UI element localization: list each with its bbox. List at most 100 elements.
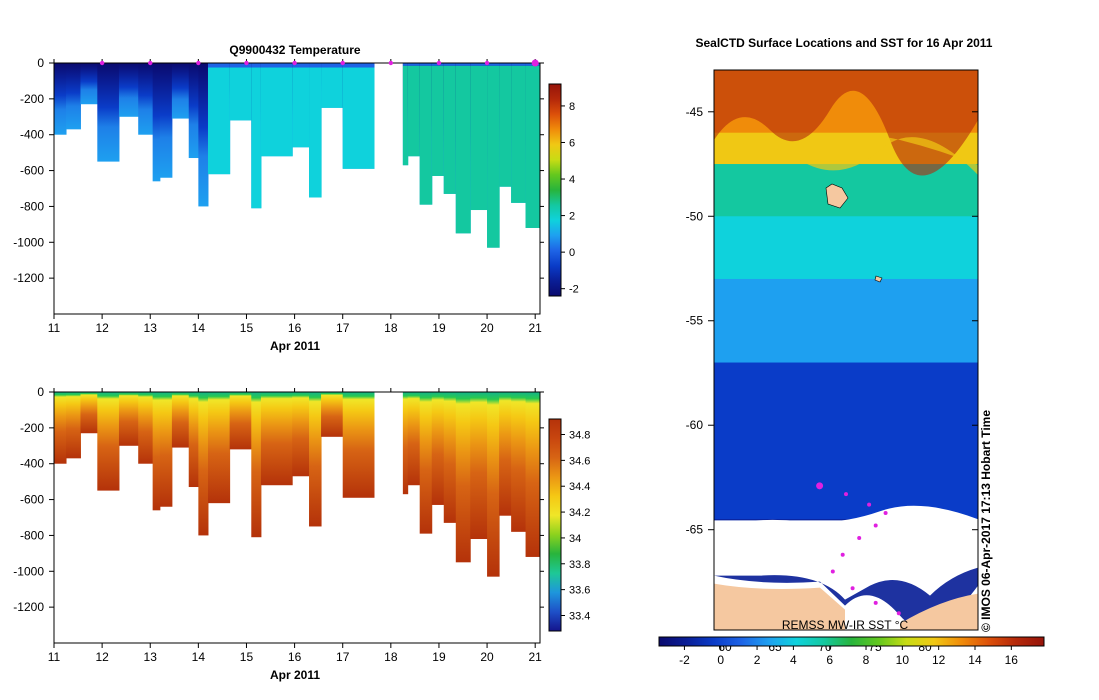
temperature-colorbar-ticks: 8 6 4 2 0 -2 xyxy=(561,101,579,296)
sst-colorbar-tick-label: 14 xyxy=(968,653,982,667)
colorbar-tick-label: 34.6 xyxy=(569,455,590,467)
colorbar-tick-label: 2 xyxy=(569,211,575,223)
temperature-warm-layer xyxy=(511,65,527,203)
y-tick-label: -200 xyxy=(20,92,44,106)
temperature-surface-layer xyxy=(443,63,457,66)
salinity-profile xyxy=(431,392,445,505)
temperature-profile xyxy=(198,63,209,207)
seal-location xyxy=(840,552,845,557)
profile-marker xyxy=(484,60,490,66)
seal-location xyxy=(850,586,855,591)
salinity-profile xyxy=(97,392,120,491)
temperature-profiles xyxy=(54,63,540,248)
x-tick-label: 13 xyxy=(144,321,158,335)
sst-colorbar-tick-label: 2 xyxy=(754,653,761,667)
kerguelen-island xyxy=(825,183,849,209)
y-tick-label: -600 xyxy=(20,164,44,178)
temperature-warm-layer xyxy=(407,65,421,157)
seal-location xyxy=(873,600,878,605)
x-tick-label: 11 xyxy=(48,650,61,664)
x-tick-label: 16 xyxy=(288,650,302,664)
profile-marker xyxy=(388,60,394,66)
temperature-profile xyxy=(80,63,98,105)
salinity-profile xyxy=(152,392,161,511)
profile-marker xyxy=(148,60,153,66)
temperature-surface-layer xyxy=(455,63,471,66)
map-title: SealCTD Surface Locations and SST for 16… xyxy=(696,36,993,50)
x-tick-label: 16 xyxy=(288,321,302,335)
salinity-profile xyxy=(402,392,409,495)
y-tick-label: -1000 xyxy=(13,235,44,249)
temperature-title: Q9900432 Temperature xyxy=(229,43,361,57)
salinity-y-axis: 0 -200 -400 -600 -800 -1000 -1200 xyxy=(13,385,544,614)
salinity-profile xyxy=(54,392,67,464)
temperature-warm-layer xyxy=(431,65,445,176)
salinity-x-axis: 11 12 13 14 15 16 17 18 19 20 21 xyxy=(48,388,542,664)
temperature-surface-layer xyxy=(511,63,527,66)
x-tick-label: 17 xyxy=(336,321,350,335)
sst-colorbar xyxy=(658,636,1045,647)
seal-location xyxy=(873,523,878,528)
temperature-surface-layer xyxy=(309,63,322,68)
sst-colorbar-ticks: -2 0 2 4 6 8 10 12 14 16 xyxy=(679,646,1018,667)
y-tick-label: -600 xyxy=(20,493,44,507)
temperature-surface-layer xyxy=(251,63,262,68)
lat-tick-label: -45 xyxy=(686,105,704,119)
salinity-profile xyxy=(118,392,139,446)
colorbar-tick-label: 34 xyxy=(569,533,581,545)
temperature-warm-layer xyxy=(251,67,262,209)
colorbar-tick-label: 33.6 xyxy=(569,585,590,597)
salinity-profile xyxy=(309,392,322,527)
heard-island xyxy=(874,275,883,283)
y-tick-label: 0 xyxy=(37,385,44,399)
seal-location xyxy=(816,482,824,490)
seal-location xyxy=(883,510,888,515)
sst-colorbar-tick-label: 4 xyxy=(790,653,797,667)
salinity-xlabel: Apr 2011 xyxy=(270,668,320,682)
x-tick-label: 12 xyxy=(95,650,109,664)
x-tick-label: 13 xyxy=(144,650,158,664)
y-tick-label: -400 xyxy=(20,457,44,471)
salinity-profile xyxy=(525,392,540,557)
x-tick-label: 20 xyxy=(480,650,494,664)
x-tick-label: 12 xyxy=(95,321,109,335)
temperature-surface-layer xyxy=(229,63,252,68)
x-tick-label: 19 xyxy=(432,321,446,335)
temperature-colorbar xyxy=(548,83,562,297)
temperature-warm-layer xyxy=(525,65,540,228)
temperature-warm-layer xyxy=(499,65,512,187)
temperature-warm-layer xyxy=(321,67,344,108)
profile-marker xyxy=(244,60,249,66)
seal-location xyxy=(830,569,835,574)
salinity-profile xyxy=(260,392,293,486)
salinity-profile xyxy=(511,392,527,532)
temperature-surface-layer xyxy=(342,63,375,68)
y-tick-label: -800 xyxy=(20,199,44,213)
temperature-surface-layer xyxy=(487,63,500,66)
temperature-plot-frame xyxy=(53,62,541,315)
temperature-warm-layer xyxy=(402,65,409,166)
salinity-panel: 11 12 13 14 15 16 17 18 19 20 21 0 -200 -400 -600 -800… xyxy=(13,385,590,682)
map-lat-axis: -45 -50 -55 -60 -65 xyxy=(686,105,978,537)
y-tick-label: -200 xyxy=(20,421,44,435)
salinity-profile xyxy=(487,392,500,577)
temperature-warm-layer xyxy=(292,67,310,148)
y-tick-label: -1200 xyxy=(13,271,44,285)
temperature-panel: Q9900432 Temperature 11 12 13 14 15 16 17 18 19 2… xyxy=(13,43,578,353)
temperature-profile xyxy=(152,63,161,182)
sst-source-label: REMSS MW-IR SST °C xyxy=(782,618,909,632)
salinity-colorbar xyxy=(548,418,562,632)
temperature-surface-layer xyxy=(321,63,344,68)
sst-colorbar-tick-label: 6 xyxy=(826,653,833,667)
colorbar-tick-label: 8 xyxy=(569,101,575,113)
land-west xyxy=(714,583,845,630)
seal-location xyxy=(867,502,872,507)
salinity-profile xyxy=(419,392,433,534)
seal-location xyxy=(857,536,862,541)
salinity-profile xyxy=(188,392,199,488)
x-tick-label: 17 xyxy=(336,650,350,664)
colorbar-tick-label: 34.8 xyxy=(569,430,590,442)
sst-colorbar-tick-label: 10 xyxy=(896,653,910,667)
salinity-profile xyxy=(407,392,421,486)
